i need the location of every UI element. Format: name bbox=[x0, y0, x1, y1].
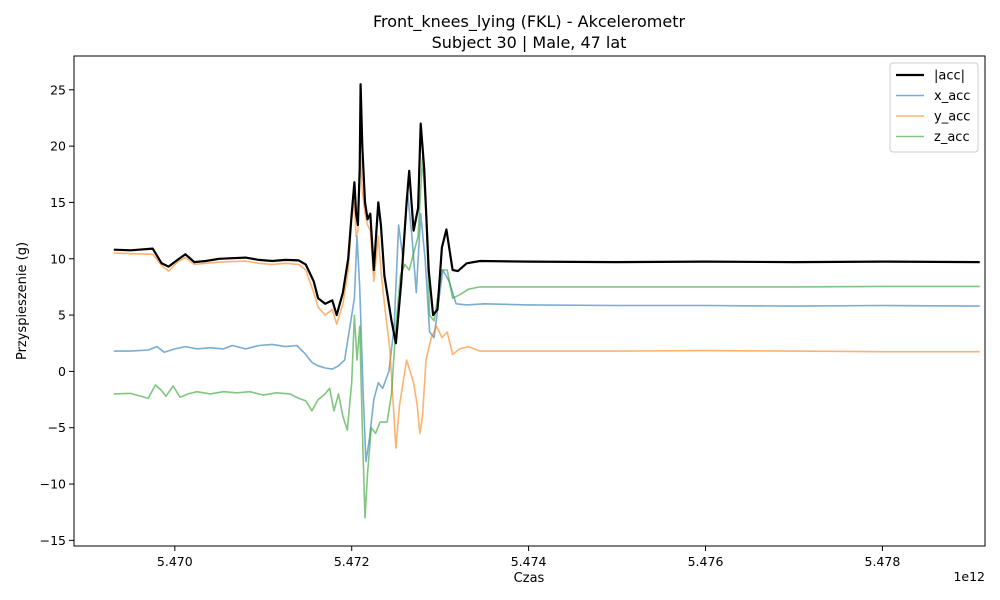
y-axis-ticks: −15 −10 −5 0 5 10 15 20 25 bbox=[40, 82, 74, 548]
x-axis-label: Czas bbox=[514, 571, 545, 586]
legend-box bbox=[889, 62, 979, 153]
y-tick-label: 25 bbox=[50, 82, 66, 97]
y-tick-label: −5 bbox=[48, 420, 66, 435]
legend-label: z_acc bbox=[934, 130, 970, 145]
legend-label: x_acc bbox=[934, 89, 970, 104]
x-tick-label: 5.474 bbox=[511, 554, 547, 569]
x-axis-ticks: 5.470 5.472 5.474 5.476 5.478 bbox=[157, 546, 900, 569]
legend-label: |acc| bbox=[934, 69, 965, 84]
y-tick-label: 5 bbox=[58, 308, 66, 323]
plot-frame bbox=[73, 55, 986, 547]
x-tick-label: 5.476 bbox=[688, 554, 724, 569]
y-tick-label: 15 bbox=[50, 195, 66, 210]
y-tick-label: 0 bbox=[58, 364, 66, 379]
series-line-z-acc bbox=[113, 156, 980, 519]
y-tick-label: −10 bbox=[40, 477, 66, 492]
x-tick-label: 5.470 bbox=[157, 554, 193, 569]
legend-label: y_acc bbox=[934, 110, 970, 125]
y-tick-label: −15 bbox=[40, 533, 66, 548]
series-line-y-acc bbox=[113, 156, 980, 449]
x-tick-label: 5.472 bbox=[334, 554, 370, 569]
x-axis-offset-label: 1e12 bbox=[953, 569, 985, 584]
y-tick-label: 10 bbox=[50, 251, 66, 266]
y-axis-label: Przyspieszenie (g) bbox=[15, 242, 30, 360]
series-line-acc-magnitude bbox=[113, 83, 980, 345]
series-line-x-acc bbox=[113, 190, 980, 463]
series-layer bbox=[113, 83, 980, 519]
legend: |acc| x_acc y_acc z_acc bbox=[889, 62, 979, 153]
chart-subtitle: Subject 30 | Male, 47 lat bbox=[432, 33, 627, 52]
x-tick-label: 5.478 bbox=[865, 554, 901, 569]
chart-title: Front_knees_lying (FKL) - Akcelerometr bbox=[373, 12, 686, 32]
y-tick-label: 20 bbox=[50, 139, 66, 154]
